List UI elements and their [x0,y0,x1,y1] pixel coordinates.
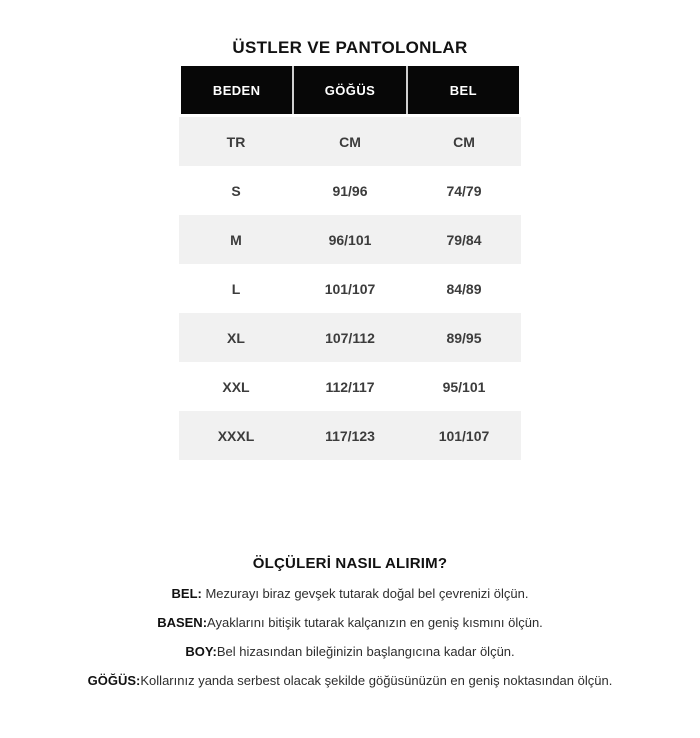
chest-cell: 101/107 [324,280,376,297]
size-cell: S [231,182,241,199]
guide-item-bel: BEL: Mezurayı biraz gevşek tutarak doğal… [0,586,700,602]
guide-item-basen: BASEN:Ayaklarını bitişik tutarak kalçanı… [0,615,700,631]
guide-item-text: Mezurayı biraz gevşek tutarak doğal bel … [201,586,529,601]
chest-cell: 91/96 [332,182,368,199]
table-row: XL 107/112 89/95 [179,313,521,362]
guide-item-boy: BOY:Bel hizasından bileğinizin başlangıc… [0,644,700,660]
size-cell: M [230,231,242,248]
size-cell: XXXL [217,427,255,444]
table-row: S 91/96 74/79 [179,166,521,215]
guide-heading: ÖLÇÜLERİ NASIL ALIRIM? [252,555,448,572]
header-cell-bel: BEL [407,66,519,114]
waist-cell: 79/84 [446,231,482,248]
header-cell-gogus: GÖĞÜS [294,66,406,114]
waist-cell: 89/95 [446,329,482,346]
chest-cell: 117/123 [325,427,375,444]
guide-item-text: Kollarınız yanda serbest olacak şekilde … [140,673,613,688]
guide-item-gogus: GÖĞÜS:Kollarınız yanda serbest olacak şe… [0,673,700,689]
waist-cell: 84/89 [446,280,482,297]
size-table-header-row: BEDEN GÖĞÜS BEL [181,66,519,114]
table-row: XXL 112/117 95/101 [179,362,521,411]
guide-item-label: BASEN: [157,615,208,630]
table-row: L 101/107 84/89 [179,264,521,313]
size-cell: XXL [222,378,250,395]
unit-cell-region: TR [226,133,246,150]
size-table: BEDEN GÖĞÜS BEL TR CM CM S 91/96 74/79 M… [179,66,521,460]
guide-item-text: Bel hizasından bileğinizin başlangıcına … [216,644,515,659]
guide-item-label: GÖĞÜS: [87,673,141,688]
chest-cell: 96/101 [328,231,372,248]
guide-item-label: BEL: [171,586,202,601]
unit-cell-chest: CM [339,133,361,150]
chest-cell: 112/117 [325,378,375,395]
waist-cell: 95/101 [442,378,486,395]
table-row: XXXL 117/123 101/107 [179,411,521,460]
guide-item-text: Ayaklarını bitişik tutarak kalçanızın en… [207,615,543,630]
header-cell-beden: BEDEN [181,66,293,114]
size-guide-page: ÜSTLER VE PANTOLONLAR BEDEN GÖĞÜS BEL TR… [0,38,700,689]
unit-cell-waist: CM [453,133,475,150]
table-row: M 96/101 79/84 [179,215,521,264]
waist-cell: 74/79 [446,182,482,199]
page-title: ÜSTLER VE PANTOLONLAR [232,38,468,57]
measurement-guide: ÖLÇÜLERİ NASIL ALIRIM? BEL: Mezurayı bir… [0,555,700,689]
unit-row: TR CM CM [179,117,521,166]
size-cell: XL [227,329,245,346]
waist-cell: 101/107 [438,427,490,444]
chest-cell: 107/112 [325,329,375,346]
size-cell: L [231,280,241,297]
guide-item-label: BOY: [185,644,217,659]
